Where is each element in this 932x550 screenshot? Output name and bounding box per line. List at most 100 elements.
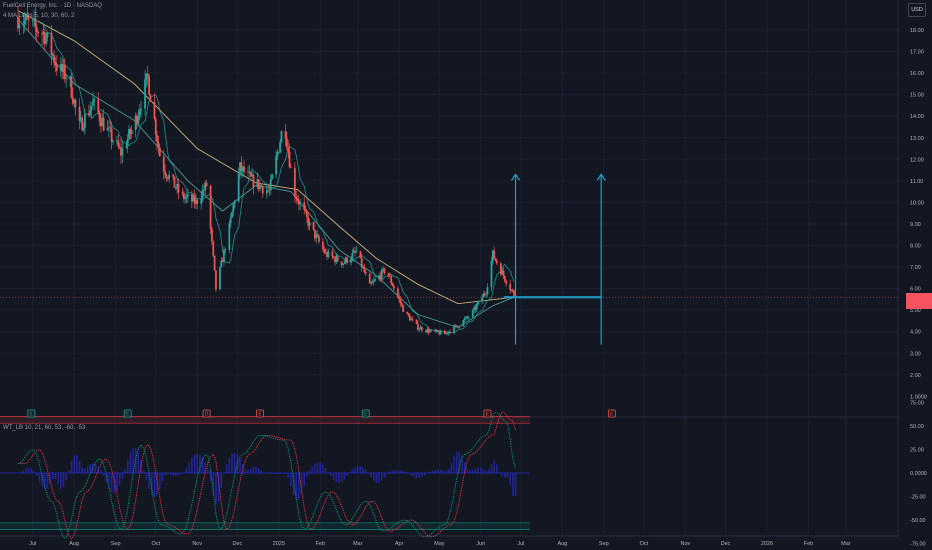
candle-body xyxy=(239,162,241,174)
y-tick-label: 16.00 xyxy=(910,71,924,77)
target-arrows xyxy=(503,173,606,345)
wt-histogram-bar xyxy=(292,473,295,495)
wt-histogram-bar xyxy=(514,473,517,496)
candle-body xyxy=(261,186,264,194)
wt-histogram-bar xyxy=(252,466,255,473)
wt-histogram-bar xyxy=(132,448,134,473)
candle-body xyxy=(418,328,421,330)
candle-body xyxy=(374,279,377,281)
candle-body xyxy=(455,325,458,327)
currency-button[interactable]: USD xyxy=(908,3,926,17)
earnings-marker[interactable] xyxy=(123,409,132,418)
wt-histogram-bar xyxy=(482,468,485,473)
earnings-marker[interactable] xyxy=(202,409,211,418)
wt-histogram-bar xyxy=(290,473,292,487)
candle-body xyxy=(334,257,336,263)
candle-body xyxy=(344,257,347,263)
x-tick-label: Sep xyxy=(599,541,609,547)
earnings-marker[interactable] xyxy=(483,409,492,418)
candle-body xyxy=(74,99,77,107)
wt-histogram-bar xyxy=(110,473,113,493)
wt-histogram-bar xyxy=(156,473,158,495)
candle-body xyxy=(215,270,217,290)
wt-histogram-bar xyxy=(27,467,30,473)
candle-body xyxy=(118,146,121,148)
candle-body xyxy=(449,331,451,333)
wt-histogram-bar xyxy=(92,463,94,473)
candle-body xyxy=(158,147,161,157)
y-tick-label: 5.00 xyxy=(910,308,921,314)
candle-body xyxy=(509,284,512,291)
candle-body xyxy=(511,289,514,292)
wt-histogram-bar xyxy=(105,473,108,483)
earnings-marker[interactable] xyxy=(27,409,36,418)
candle-body xyxy=(340,261,343,266)
wt-histogram-bar xyxy=(354,467,356,473)
wt-histogram-bar xyxy=(415,473,418,478)
candle-body xyxy=(62,64,65,72)
wt-histogram-bar xyxy=(493,460,495,473)
wt-axis[interactable]: 75.00 50.00 25.00 0.0000 -25.00 -50.00 -75.00 xyxy=(910,401,927,548)
candle-body xyxy=(140,108,142,111)
wt-histogram-bar xyxy=(327,471,330,473)
candle-body xyxy=(430,329,433,331)
wt-histogram-bar xyxy=(421,473,423,478)
candle-body xyxy=(463,318,466,321)
earnings-marker[interactable] xyxy=(256,409,264,418)
candle-body xyxy=(434,329,437,332)
wt-histogram-bar xyxy=(166,473,169,475)
candle-body xyxy=(391,283,394,286)
candle-body xyxy=(117,140,120,147)
y-tick-label: 7.00 xyxy=(910,265,921,271)
candle-body xyxy=(303,202,306,210)
wt-histogram-bar xyxy=(466,468,469,473)
candle-body xyxy=(26,15,29,19)
wt-histogram-bar xyxy=(282,473,284,474)
candle-body xyxy=(128,128,130,139)
candle-body xyxy=(350,258,352,263)
candle-body xyxy=(295,196,298,199)
earnings-marker[interactable] xyxy=(361,409,370,418)
candle-body xyxy=(109,127,112,129)
candle-body xyxy=(33,18,35,20)
candle-body xyxy=(181,192,184,194)
wt-histogram-bar xyxy=(512,473,514,496)
candles xyxy=(17,5,516,336)
candle-body xyxy=(174,187,177,189)
candle-body xyxy=(232,204,235,213)
candle-body xyxy=(51,54,54,56)
candle-body xyxy=(204,182,207,191)
price-axis[interactable]: 18.00 17.00 16.00 15.00 14.00 13.00 12.00 11.00… xyxy=(910,28,927,400)
candle-body xyxy=(100,120,102,127)
wt-histogram-bar xyxy=(193,454,196,473)
target-arrow-head[interactable] xyxy=(596,173,606,181)
wt-legend[interactable]: WT_LB 10, 21, 60, 53, -60, -53 xyxy=(3,425,86,431)
candle-body xyxy=(445,332,447,334)
candle-body xyxy=(285,138,288,148)
wt-histogram-bar xyxy=(126,460,129,473)
ma-legend[interactable]: 4 MA Lines 5, 10, 30, 60, 2 xyxy=(3,13,75,19)
candle-body xyxy=(379,275,382,279)
candle-body xyxy=(101,117,104,127)
candle-body xyxy=(126,138,129,147)
wt-histogram-bar xyxy=(175,473,177,476)
x-tick-label: Aug xyxy=(69,541,79,547)
wt-histogram-bar xyxy=(370,473,372,477)
wt-histogram-bar xyxy=(450,462,453,473)
wt-histogram-bar xyxy=(439,469,442,473)
wt-histogram-bar xyxy=(51,473,54,480)
time-axis[interactable]: Jul Aug Sep Oct Nov Dec 2025 Feb Mar Apr May Jun Jul… xyxy=(29,541,851,547)
candle-body xyxy=(23,20,26,25)
target-arrow-head[interactable] xyxy=(511,173,521,181)
symbol-legend[interactable]: FuelCell Energy, Inc. · 1D · NASDAQ xyxy=(3,3,102,9)
wt-histogram-bar xyxy=(453,455,455,473)
earnings-marker[interactable] xyxy=(607,409,616,418)
wt-tick-label: 25.00 xyxy=(910,448,924,454)
x-tick-label: May xyxy=(434,541,445,547)
candle-body xyxy=(499,263,502,275)
earnings-marker-label: D xyxy=(205,412,209,418)
y-tick-label: 3.00 xyxy=(910,351,921,357)
candle-body xyxy=(288,151,291,167)
support-zone[interactable] xyxy=(503,296,602,299)
